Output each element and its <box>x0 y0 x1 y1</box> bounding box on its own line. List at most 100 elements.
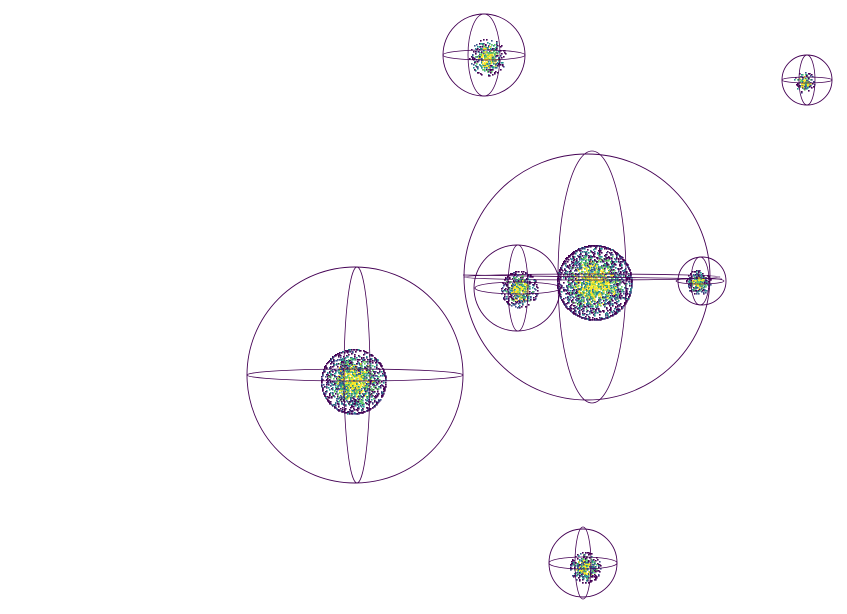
density-point <box>589 266 591 268</box>
density-point <box>584 283 586 285</box>
density-point <box>589 269 591 271</box>
density-point <box>611 278 613 280</box>
density-point <box>599 249 601 251</box>
density-point <box>349 370 351 372</box>
density-point <box>523 294 525 296</box>
density-point <box>486 63 488 65</box>
density-point <box>704 289 706 291</box>
density-point <box>601 294 603 296</box>
density-point <box>608 260 610 262</box>
density-point <box>569 271 571 273</box>
density-point <box>573 305 575 307</box>
density-point <box>525 286 527 288</box>
density-point <box>569 283 571 285</box>
density-point <box>378 386 380 388</box>
density-point <box>612 305 614 307</box>
density-point <box>610 292 612 294</box>
density-point <box>611 276 613 278</box>
density-point <box>705 284 707 286</box>
density-point <box>803 77 805 79</box>
density-point <box>327 399 329 401</box>
density-point <box>627 264 629 266</box>
density-point <box>701 281 703 283</box>
density-point <box>614 296 616 298</box>
density-point <box>517 283 519 285</box>
density-point <box>587 286 589 288</box>
density-point <box>596 318 598 320</box>
density-point <box>699 282 701 284</box>
density-point <box>579 289 581 291</box>
sphere-top <box>442 13 526 97</box>
density-point <box>623 272 625 274</box>
density-point <box>614 293 616 295</box>
density-point <box>697 284 699 286</box>
density-point <box>582 300 584 302</box>
density-point <box>594 301 596 303</box>
density-point <box>364 395 366 397</box>
density-point <box>484 63 486 65</box>
density-point <box>591 271 593 273</box>
density-point <box>600 288 602 290</box>
density-point <box>372 370 374 372</box>
density-point <box>621 256 623 258</box>
density-point <box>580 300 582 302</box>
density-point <box>579 256 581 258</box>
density-point <box>512 298 514 300</box>
density-point <box>611 315 613 317</box>
density-point <box>514 291 516 293</box>
density-point <box>523 298 525 300</box>
density-point <box>481 51 483 53</box>
density-point <box>335 372 337 374</box>
density-point <box>585 280 587 282</box>
density-point <box>601 288 603 290</box>
density-point <box>608 287 610 289</box>
density-point <box>607 285 609 287</box>
density-point <box>502 291 504 293</box>
density-point <box>376 365 378 367</box>
density-point <box>588 316 590 318</box>
density-point <box>335 383 337 385</box>
density-point <box>595 264 597 266</box>
density-point <box>514 286 516 288</box>
density-point <box>349 396 351 398</box>
density-point <box>590 245 592 247</box>
density-point <box>577 295 579 297</box>
density-point <box>620 289 622 291</box>
density-point <box>599 270 601 272</box>
density-point <box>599 267 601 269</box>
density-point <box>617 290 619 292</box>
density-point <box>519 297 521 299</box>
density-point <box>483 66 485 68</box>
density-point <box>590 246 592 248</box>
density-point <box>335 405 337 407</box>
density-point <box>594 290 596 292</box>
density-point <box>518 287 520 289</box>
density-point <box>587 295 589 297</box>
density-point <box>575 280 577 282</box>
density-point <box>586 291 588 293</box>
density-point <box>593 249 595 251</box>
density-point <box>379 386 381 388</box>
density-point <box>610 288 612 290</box>
density-point <box>360 376 362 378</box>
density-point <box>592 261 594 263</box>
density-point <box>699 278 701 280</box>
density-point <box>619 291 621 293</box>
density-point <box>587 246 589 248</box>
density-point <box>611 266 613 268</box>
density-point <box>578 248 580 250</box>
density-point <box>577 274 579 276</box>
density-point <box>321 381 323 383</box>
density-point <box>373 377 375 379</box>
density-point <box>598 297 600 299</box>
density-point <box>350 410 352 412</box>
density-point <box>627 293 629 295</box>
density-point <box>368 404 370 406</box>
density-point <box>481 55 483 57</box>
density-point <box>603 265 605 267</box>
density-point <box>590 282 592 284</box>
density-point <box>605 275 607 277</box>
density-point <box>506 284 508 286</box>
density-point <box>359 387 361 389</box>
density-point <box>578 289 580 291</box>
